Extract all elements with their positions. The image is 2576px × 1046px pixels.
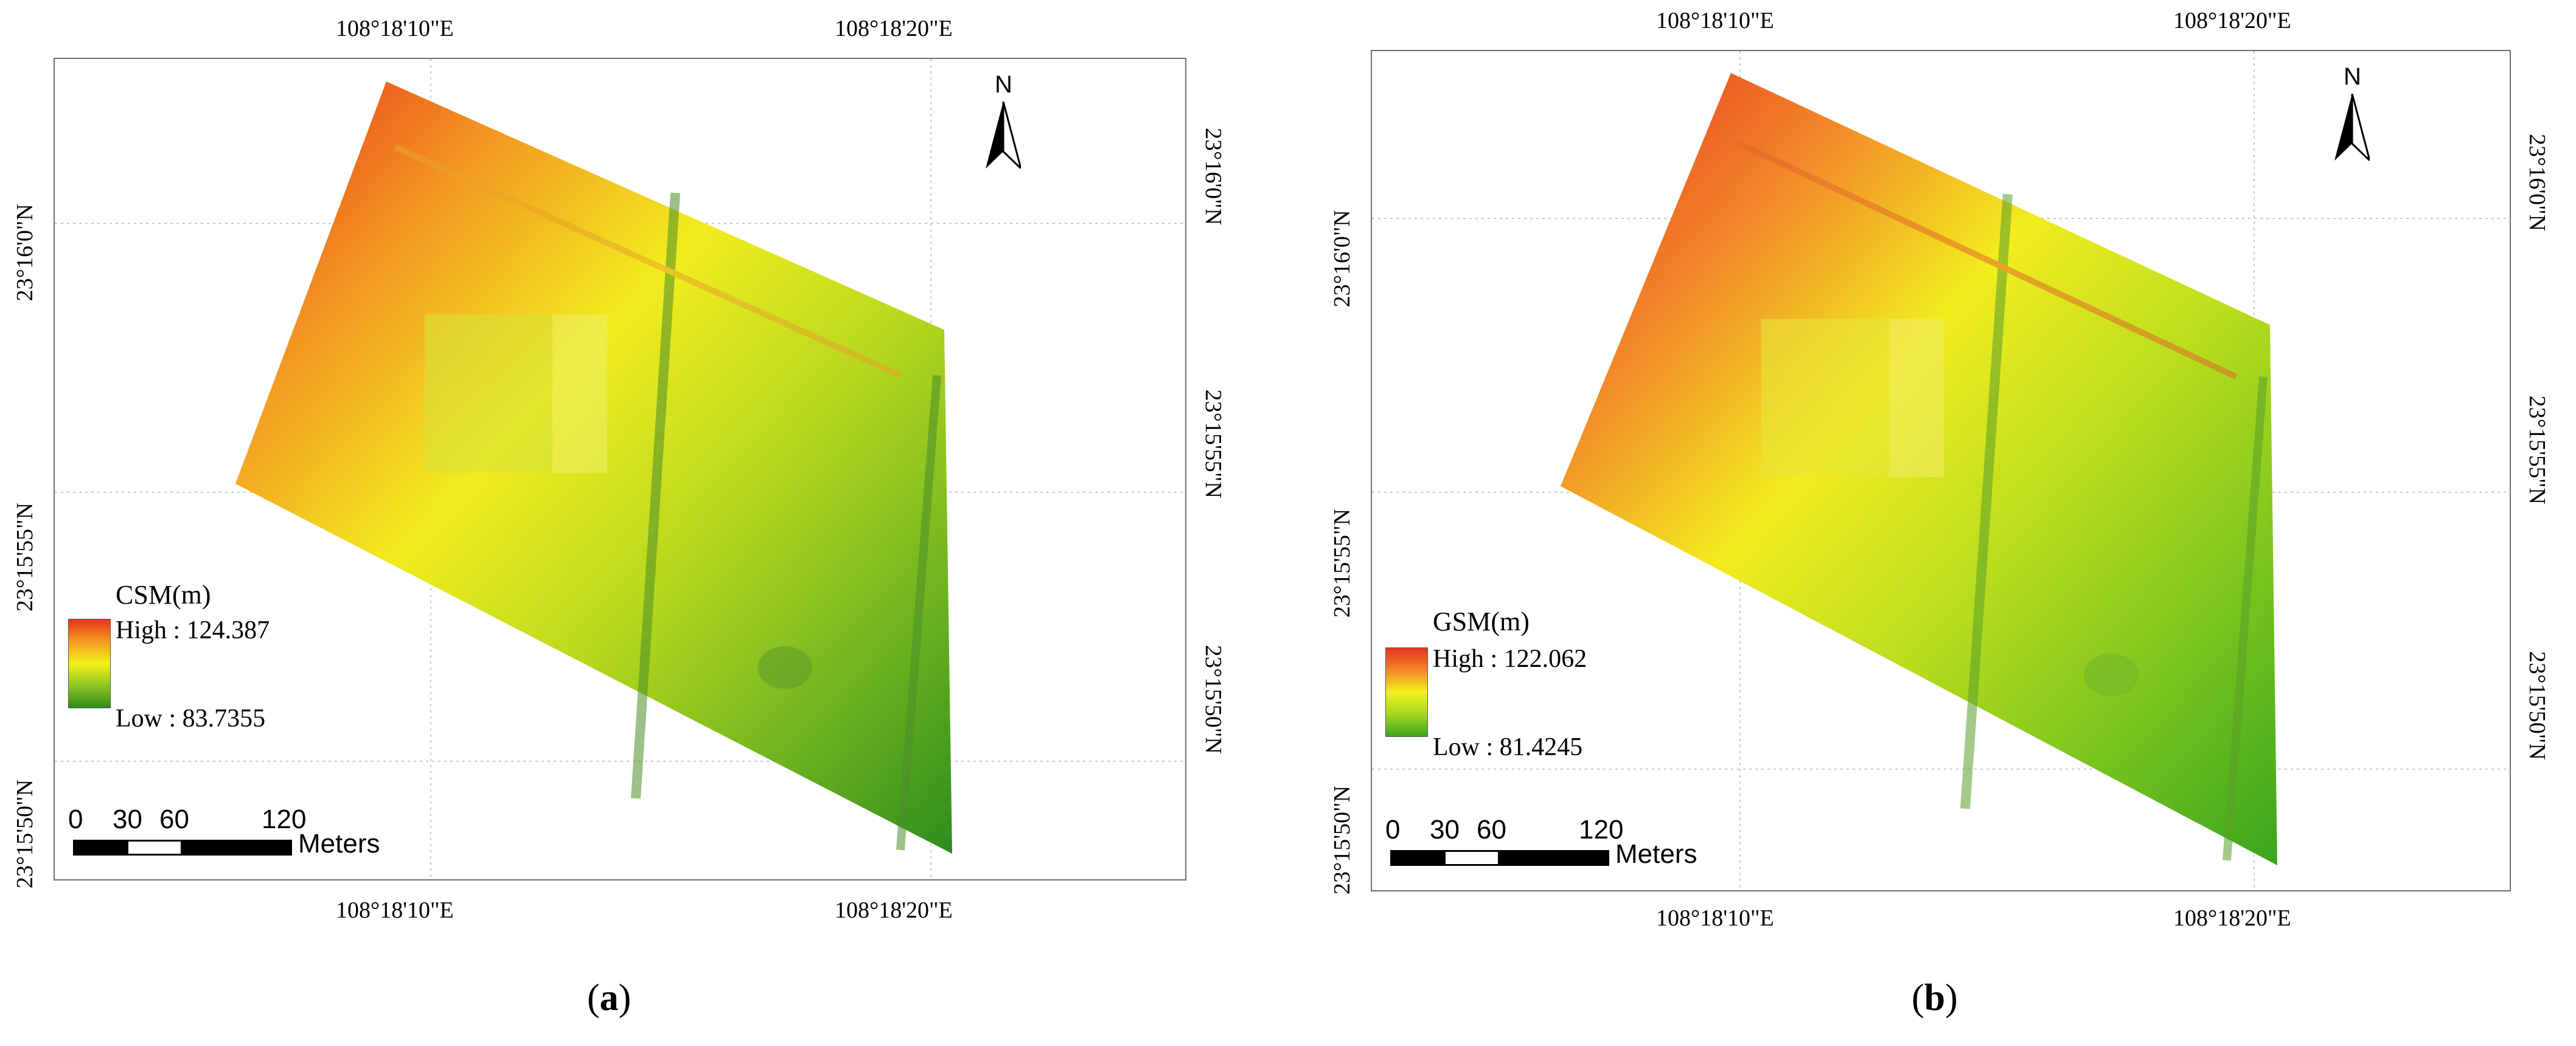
north-label: N bbox=[995, 71, 1012, 98]
left-lat-label-3: 23°15'50"N bbox=[12, 779, 38, 888]
panel-caption: (a) bbox=[587, 977, 632, 1019]
north-arrow-icon bbox=[2334, 94, 2370, 161]
north-arrow-icon bbox=[986, 102, 1021, 169]
scale-bar bbox=[73, 840, 292, 856]
scale-units: Meters bbox=[298, 829, 380, 859]
scale-label-120: 120 bbox=[1579, 815, 1624, 845]
scale-label-60: 60 bbox=[1477, 815, 1506, 845]
legend-color-ramp bbox=[68, 619, 111, 708]
right-lat-label-2: 23°15'55"N bbox=[2524, 396, 2550, 504]
top-lon-label-2: 108°18'20"E bbox=[835, 16, 953, 41]
top-lon-label-1: 108°18'10"E bbox=[1656, 8, 1774, 33]
scale-label-120: 120 bbox=[262, 804, 307, 834]
top-lon-label-2: 108°18'20"E bbox=[2173, 8, 2291, 33]
legend-high-label: High : 124.387 bbox=[116, 616, 270, 644]
legend-low-label: Low : 81.4245 bbox=[1433, 733, 1583, 761]
left-lat-label-2: 23°15'55"N bbox=[1329, 509, 1355, 618]
scale-label-60: 60 bbox=[159, 804, 189, 834]
scale-label-0: 0 bbox=[68, 804, 83, 834]
bottom-lon-label-2: 108°18'20"E bbox=[2173, 905, 2291, 931]
scale-bar bbox=[1390, 850, 1609, 866]
scale-label-0: 0 bbox=[1385, 815, 1401, 845]
map-frame: N GSM(m) High : 122.062 Low : 81.4245 0 … bbox=[1371, 50, 2511, 891]
north-label: N bbox=[2344, 63, 2361, 90]
map-panel-b: 108°18'10"E 108°18'20"E bbox=[1288, 0, 2576, 1046]
left-lat-label-2: 23°15'55"N bbox=[12, 503, 38, 612]
legend-high-label: High : 122.062 bbox=[1433, 645, 1587, 673]
scale-label-30: 30 bbox=[113, 804, 142, 834]
graticule bbox=[1372, 51, 2510, 890]
legend-color-ramp bbox=[1385, 647, 1428, 737]
left-lat-label-1: 23°16'0"N bbox=[1329, 210, 1355, 307]
bottom-lon-label-1: 108°18'10"E bbox=[336, 898, 454, 923]
left-lat-label-3: 23°15'50"N bbox=[1329, 786, 1355, 894]
right-lat-label-2: 23°15'55"N bbox=[1200, 389, 1226, 498]
bottom-lon-label-1: 108°18'10"E bbox=[1656, 905, 1774, 931]
left-lat-label-1: 23°16'0"N bbox=[12, 204, 38, 301]
field-features bbox=[394, 144, 941, 851]
right-lat-label-1: 23°16'0"N bbox=[1200, 128, 1226, 225]
scale-units: Meters bbox=[1615, 839, 1697, 869]
scale-label-30: 30 bbox=[1430, 815, 1460, 845]
panel-caption: (b) bbox=[1912, 977, 1958, 1019]
right-lat-label-1: 23°16'0"N bbox=[2524, 134, 2550, 231]
map-raster bbox=[55, 59, 1185, 879]
top-lon-label-1: 108°18'10"E bbox=[336, 16, 454, 41]
right-lat-label-3: 23°15'50"N bbox=[2524, 651, 2550, 760]
legend-title: CSM(m) bbox=[116, 580, 211, 610]
legend-low-label: Low : 83.7355 bbox=[116, 705, 266, 733]
map-frame: N CSM(m) High : 124.387 Low : 83.7355 0 … bbox=[54, 58, 1186, 880]
map-raster bbox=[1372, 51, 2510, 890]
bottom-lon-label-2: 108°18'20"E bbox=[835, 898, 953, 923]
field-features bbox=[1735, 139, 2268, 861]
legend-title: GSM(m) bbox=[1433, 607, 1530, 636]
map-panel-a: 108°18'10"E 108°18'20"E bbox=[12, 16, 1226, 1019]
right-lat-label-3: 23°15'50"N bbox=[1200, 645, 1226, 754]
